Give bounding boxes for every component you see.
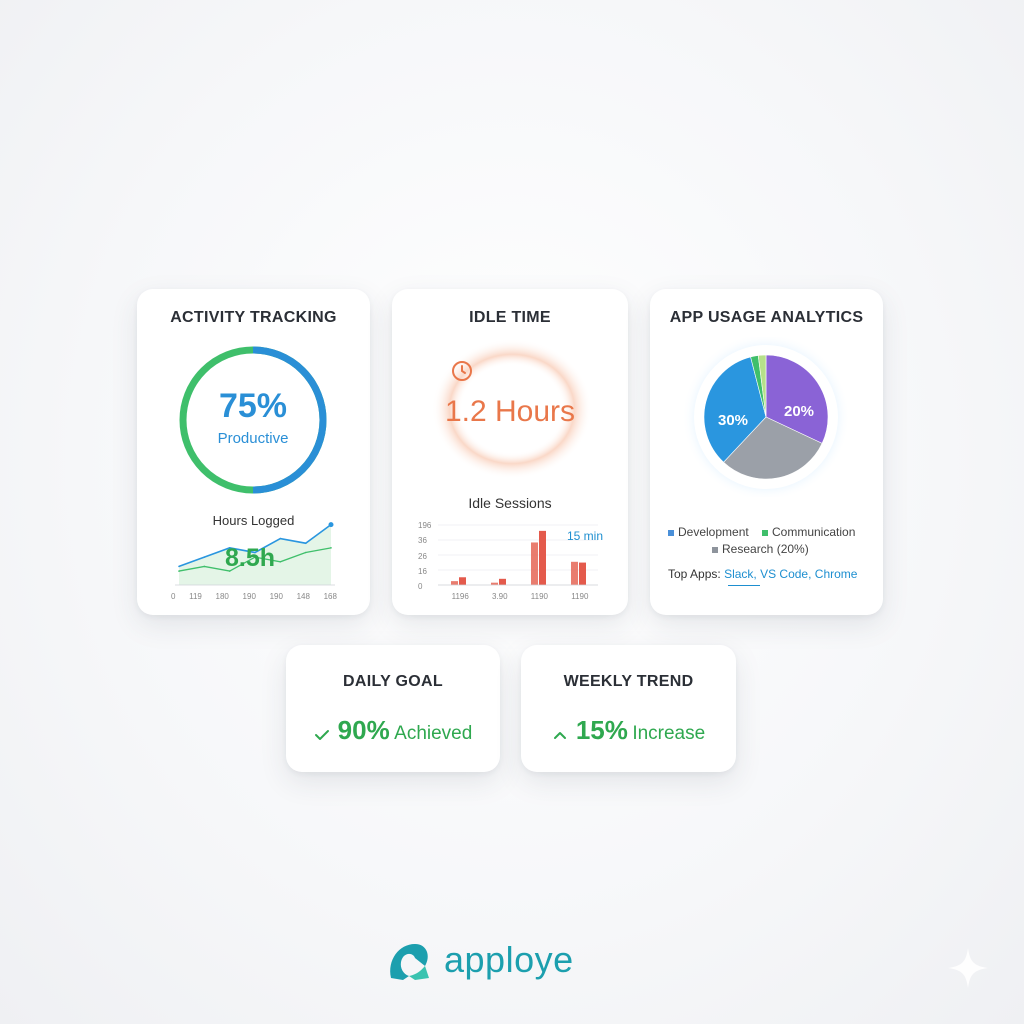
x-tick: 190 bbox=[242, 592, 256, 601]
idle-glow-ring bbox=[432, 339, 592, 479]
daily-goal-title: DAILY GOAL bbox=[343, 673, 443, 690]
legend-swatch bbox=[762, 529, 768, 536]
hours-point bbox=[203, 556, 206, 558]
hours-point bbox=[203, 565, 206, 568]
x-tick: 3.90 bbox=[492, 592, 508, 601]
idle-bar bbox=[499, 578, 506, 585]
hours-logged-value: 8.5h bbox=[225, 544, 276, 572]
sparkle-icon bbox=[948, 948, 988, 988]
x-tick: 148 bbox=[296, 592, 310, 601]
apploye-brand-name: apploye bbox=[444, 939, 574, 980]
legend-swatch bbox=[712, 546, 718, 553]
hours-point bbox=[328, 522, 334, 528]
idle-sessions-x-axis: 1196 3.90 1190 1190 bbox=[440, 592, 600, 601]
top-apps-list[interactable]: Slack, VS Code, Chrome bbox=[724, 567, 858, 581]
hours-logged-chart bbox=[175, 522, 335, 586]
hours-point bbox=[228, 570, 231, 572]
productivity-ring bbox=[179, 346, 327, 494]
hours-point bbox=[178, 565, 180, 568]
pie-slice-0 bbox=[765, 354, 829, 444]
hours-point bbox=[254, 551, 256, 554]
y-tick: 16 bbox=[418, 566, 427, 576]
legend-label: Research (20%) bbox=[722, 542, 809, 556]
y-tick: 26 bbox=[418, 551, 427, 561]
weekly-trend-card: WEEKLY TREND 15% Increase bbox=[521, 645, 736, 772]
x-tick: 1190 bbox=[530, 592, 548, 601]
x-tick: 190 bbox=[269, 592, 283, 601]
productivity-label: Productive bbox=[217, 430, 289, 447]
hours-point bbox=[304, 551, 307, 554]
daily-goal-value: 90% bbox=[337, 715, 390, 745]
idle-sessions-chart bbox=[438, 524, 598, 586]
y-tick: 36 bbox=[418, 536, 427, 546]
legend-label: Development bbox=[678, 525, 749, 539]
idle-annotation: 15 min bbox=[567, 529, 604, 543]
weekly-trend-title: WEEKLY TREND bbox=[563, 673, 694, 690]
app-usage-card: APP USAGE ANALYTICS 30% 20% Development … bbox=[650, 289, 883, 615]
hours-point bbox=[254, 556, 256, 558]
app-usage-title: APP USAGE ANALYTICS bbox=[669, 309, 864, 326]
daily-goal-suffix: Achieved bbox=[394, 723, 473, 744]
x-tick: 180 bbox=[215, 592, 229, 601]
productivity-percent: 75% bbox=[218, 387, 288, 425]
legend-item-communication: Communication bbox=[762, 525, 855, 539]
idle-time-card: IDLE TIME 1.2 Hours Idle Sessions 196 36… bbox=[392, 289, 628, 615]
pie-label-research: 20% bbox=[784, 403, 815, 420]
idle-sessions-title: Idle Sessions bbox=[468, 495, 552, 511]
idle-time-value: 1.2 Hours bbox=[444, 395, 576, 428]
weekly-trend-value-row: 15% Increase bbox=[521, 715, 736, 746]
pie-slice-4 bbox=[757, 354, 767, 418]
legend-item-research: Research (20%) bbox=[712, 542, 809, 556]
idle-sessions-y-axis: 196 36 26 16 0 bbox=[418, 521, 438, 591]
x-tick: 0 bbox=[171, 592, 176, 601]
pie-label-development: 30% bbox=[718, 412, 749, 429]
legend-swatch bbox=[668, 529, 674, 536]
hours-point bbox=[279, 560, 282, 563]
legend-item-development: Development bbox=[668, 525, 749, 539]
hours-point bbox=[228, 547, 231, 549]
pie-slice-2 bbox=[703, 356, 767, 463]
clock-icon bbox=[452, 361, 472, 381]
hours-logged-title: Hours Logged bbox=[212, 513, 295, 528]
daily-goal-card: DAILY GOAL 90% Achieved bbox=[286, 645, 500, 772]
activity-tracking-title: ACTIVITY TRACKING bbox=[170, 309, 337, 326]
idle-bar bbox=[539, 530, 546, 585]
weekly-trend-value: 15% bbox=[575, 715, 628, 745]
idle-bar bbox=[531, 542, 538, 585]
activity-tracking-card: ACTIVITY TRACKING 75% Productive Hours L… bbox=[137, 289, 370, 615]
hours-point bbox=[304, 542, 307, 545]
apploye-logo-icon bbox=[390, 944, 429, 980]
chevron-up-icon bbox=[553, 731, 566, 739]
idle-bar bbox=[571, 561, 578, 585]
top-apps-underline bbox=[728, 585, 760, 586]
pie-slice-1 bbox=[723, 416, 823, 480]
weekly-trend-suffix: Increase bbox=[632, 723, 706, 744]
y-tick: 0 bbox=[418, 582, 423, 591]
app-usage-pie bbox=[682, 337, 850, 497]
hours-point bbox=[330, 547, 332, 549]
x-tick: 168 bbox=[323, 592, 337, 601]
y-tick: 196 bbox=[418, 521, 432, 530]
x-tick: 1190 bbox=[571, 592, 589, 601]
idle-bar bbox=[459, 577, 466, 585]
hours-logged-x-axis: 0 119 180 190 190 148 168 bbox=[171, 592, 337, 601]
legend-label: Communication bbox=[772, 525, 856, 539]
check-icon bbox=[314, 729, 329, 740]
top-apps-label: Top Apps: bbox=[668, 567, 721, 581]
top-apps: Top Apps: Slack, VS Code, Chrome bbox=[668, 567, 857, 581]
hours-point bbox=[178, 570, 180, 572]
x-tick: 1196 bbox=[451, 592, 469, 601]
idle-bar bbox=[451, 581, 458, 585]
hours-area bbox=[179, 524, 331, 585]
idle-time-title: IDLE TIME bbox=[469, 309, 551, 326]
daily-goal-value-row: 90% Achieved bbox=[286, 715, 500, 746]
hours-point bbox=[279, 537, 282, 540]
idle-bar bbox=[491, 582, 498, 585]
x-tick: 119 bbox=[189, 592, 202, 601]
idle-bar bbox=[579, 562, 586, 585]
